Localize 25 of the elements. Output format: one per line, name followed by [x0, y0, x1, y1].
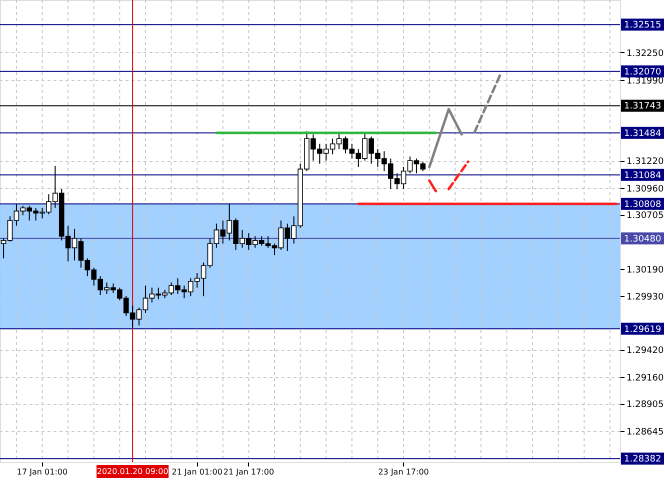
y-tick-label: 1.30705 — [626, 211, 664, 222]
ref-line-label: 1.31743 — [624, 102, 662, 112]
y-tick-label: 1.32250 — [626, 49, 664, 59]
x-tick-label: 17 Jan 01:00 — [16, 468, 68, 476]
ref-line-label: 1.28382 — [624, 454, 662, 465]
y-tick-label: 1.29420 — [626, 346, 664, 356]
x-tick-label: 21 Jan 01:00 — [172, 468, 222, 476]
y-tick-label: 1.28645 — [626, 428, 664, 438]
ref-line-label: 1.31084 — [624, 170, 662, 181]
ref-line-label: 1.31484 — [624, 128, 662, 139]
ref-line-label: 1.29619 — [624, 324, 662, 335]
ref-line-label: 1.30808 — [624, 200, 662, 210]
x-tick-label: 2020.01.20 09:00 — [96, 467, 168, 476]
y-tick-label: 1.31990 — [626, 76, 664, 86]
x-tick-label: 23 Jan 17:00 — [378, 468, 429, 476]
ref-line-label: 1.30480 — [624, 234, 662, 244]
y-tick-label: 1.30190 — [626, 265, 664, 276]
ref-line-label: 1.32070 — [624, 67, 662, 78]
ref-line-label: 1.32515 — [624, 20, 662, 31]
x-tick-label: 21 Jan 17:00 — [223, 468, 274, 476]
y-tick-label: 1.31220 — [626, 157, 664, 168]
y-tick-label: 1.29930 — [626, 292, 664, 303]
y-tick-label: 1.28905 — [626, 400, 664, 410]
y-tick-label: 1.29160 — [626, 373, 664, 384]
y-tick-label: 1.30960 — [626, 184, 664, 194]
